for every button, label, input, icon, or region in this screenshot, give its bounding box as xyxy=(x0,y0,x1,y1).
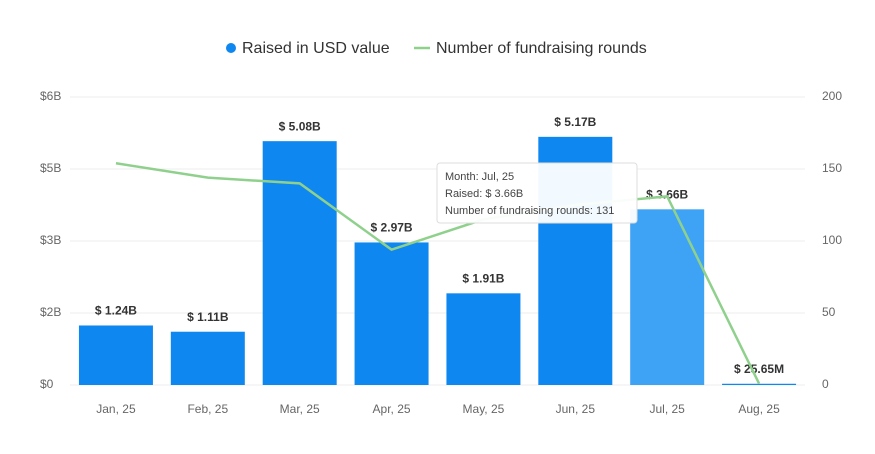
bar xyxy=(630,209,705,385)
tooltip-box xyxy=(436,162,638,224)
x-tick-label: May, 25 xyxy=(463,402,505,416)
tooltip-line: Number of fundraising rounds: 131 xyxy=(445,205,614,217)
bar xyxy=(722,383,797,385)
x-tick-label: Jun, 25 xyxy=(556,402,596,416)
bar xyxy=(354,242,429,385)
bar xyxy=(78,325,153,385)
y2-tick-label: 50 xyxy=(822,305,836,319)
legend-label: Raised in USD value xyxy=(242,40,390,57)
x-tick-label: Jan, 25 xyxy=(96,402,136,416)
y2-tick-label: 150 xyxy=(822,161,842,175)
bar xyxy=(262,141,337,385)
x-tick-label: Feb, 25 xyxy=(187,402,228,416)
y-tick-label: $5B xyxy=(40,161,61,175)
y2-tick-label: 200 xyxy=(822,89,842,103)
y-tick-label: $6B xyxy=(40,89,61,103)
y-tick-label: $2B xyxy=(40,305,61,319)
value-label: $ 5.17B xyxy=(554,115,596,129)
value-label: $ 25.65M xyxy=(734,362,784,376)
x-tick-label: Aug, 25 xyxy=(738,402,780,416)
value-label: $ 1.24B xyxy=(95,304,137,318)
value-label: $ 1.91B xyxy=(462,271,504,285)
value-label: $ 1.11B xyxy=(187,310,229,324)
x-tick-label: Apr, 25 xyxy=(373,402,411,416)
bar xyxy=(170,331,245,385)
legend-label: Number of fundraising rounds xyxy=(436,40,647,57)
line xyxy=(115,162,761,385)
y-tick-label: $0 xyxy=(40,377,54,391)
tooltip-line: Raised: $ 3.66B xyxy=(445,188,523,200)
x-tick-label: Jul, 25 xyxy=(650,402,686,416)
bar xyxy=(446,293,521,385)
y2-tick-label: 100 xyxy=(822,233,842,247)
x-tick-label: Mar, 25 xyxy=(280,402,320,416)
value-label: $ 2.97B xyxy=(371,221,413,235)
value-label: $ 5.08B xyxy=(279,119,321,133)
y2-tick-label: 0 xyxy=(822,377,829,391)
tooltip-line: Month: Jul, 25 xyxy=(445,171,514,183)
tooltip: Month: Jul, 25 Raised: $ 3.66B Number of f… xyxy=(436,162,638,224)
y-tick-label: $3B xyxy=(40,233,61,247)
legend-marker xyxy=(226,43,236,53)
